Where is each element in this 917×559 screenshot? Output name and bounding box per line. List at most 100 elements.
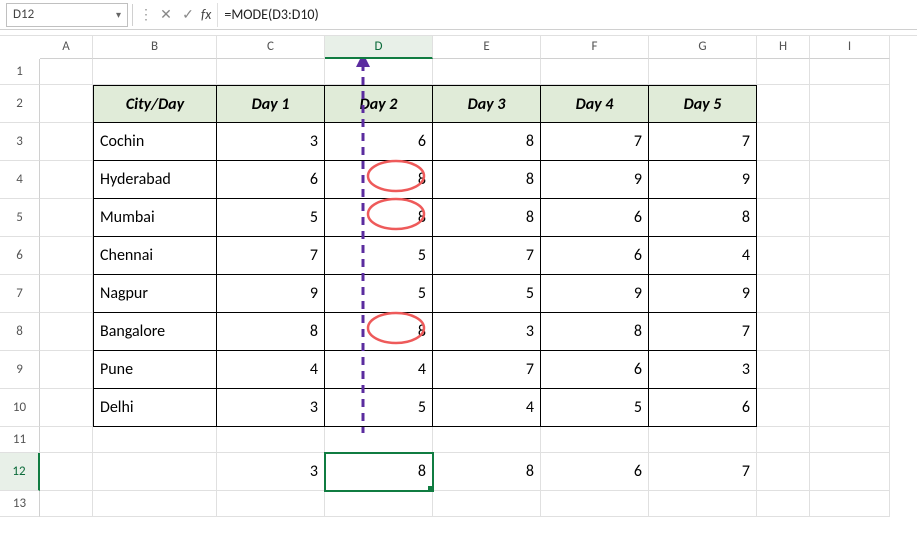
- row-header[interactable]: 1: [0, 59, 40, 85]
- cell[interactable]: 9: [541, 275, 649, 313]
- cell[interactable]: [541, 59, 649, 85]
- cell[interactable]: 3: [433, 313, 541, 351]
- row-header[interactable]: 8: [0, 313, 40, 351]
- cell[interactable]: 3: [217, 453, 325, 491]
- cell[interactable]: Bangalore: [93, 313, 217, 351]
- cell[interactable]: [757, 491, 810, 517]
- cell[interactable]: [40, 389, 93, 427]
- fx-label[interactable]: fx: [199, 6, 217, 23]
- cell[interactable]: [757, 123, 810, 161]
- column-header[interactable]: B: [93, 36, 217, 59]
- cell[interactable]: [40, 427, 93, 453]
- cell[interactable]: [325, 59, 433, 85]
- row-header[interactable]: 4: [0, 161, 40, 199]
- cell[interactable]: 6: [217, 161, 325, 199]
- cell[interactable]: [757, 59, 810, 85]
- cell[interactable]: 3: [217, 389, 325, 427]
- cancel-icon[interactable]: ✕: [155, 4, 177, 26]
- cells-area[interactable]: City/DayDay 1Day 2Day 3Day 4Day 5Cochin3…: [40, 59, 917, 517]
- cell[interactable]: [433, 427, 541, 453]
- cell[interactable]: [40, 85, 93, 123]
- cell[interactable]: 8: [433, 199, 541, 237]
- cell[interactable]: 7: [541, 123, 649, 161]
- cell[interactable]: Delhi: [93, 389, 217, 427]
- row-header[interactable]: 11: [0, 427, 40, 453]
- cell[interactable]: [325, 427, 433, 453]
- cell[interactable]: [93, 427, 217, 453]
- row-header[interactable]: 5: [0, 199, 40, 237]
- cell[interactable]: [40, 59, 93, 85]
- cell[interactable]: [810, 389, 890, 427]
- cell[interactable]: [40, 351, 93, 389]
- cell[interactable]: [649, 491, 757, 517]
- cell[interactable]: [325, 491, 433, 517]
- cell[interactable]: [757, 427, 810, 453]
- cell[interactable]: [810, 453, 890, 491]
- cell[interactable]: [649, 427, 757, 453]
- cell[interactable]: [433, 59, 541, 85]
- cell[interactable]: [541, 491, 649, 517]
- column-header[interactable]: A: [40, 36, 93, 59]
- cell[interactable]: [40, 275, 93, 313]
- column-header[interactable]: C: [217, 36, 325, 59]
- cell[interactable]: [433, 491, 541, 517]
- cell[interactable]: City/Day: [93, 85, 217, 123]
- column-header[interactable]: I: [810, 36, 890, 59]
- cell[interactable]: 6: [541, 453, 649, 491]
- cell[interactable]: Cochin: [93, 123, 217, 161]
- cell[interactable]: [217, 427, 325, 453]
- column-header[interactable]: H: [757, 36, 810, 59]
- cell[interactable]: Day 2: [325, 85, 433, 123]
- name-box[interactable]: D12 ▾: [6, 3, 128, 27]
- cell[interactable]: [40, 199, 93, 237]
- cell[interactable]: [757, 389, 810, 427]
- cell[interactable]: 7: [649, 313, 757, 351]
- cell[interactable]: 6: [649, 389, 757, 427]
- cell[interactable]: Day 3: [433, 85, 541, 123]
- cell[interactable]: [93, 453, 217, 491]
- row-header[interactable]: 12: [0, 453, 40, 491]
- cell[interactable]: [40, 313, 93, 351]
- cell[interactable]: 5: [433, 275, 541, 313]
- cell[interactable]: 8: [541, 313, 649, 351]
- cell[interactable]: [40, 161, 93, 199]
- cell[interactable]: 7: [433, 237, 541, 275]
- cell[interactable]: [757, 161, 810, 199]
- cell[interactable]: 4: [433, 389, 541, 427]
- cell[interactable]: [217, 491, 325, 517]
- cell[interactable]: 9: [217, 275, 325, 313]
- cell[interactable]: [810, 351, 890, 389]
- cell[interactable]: [757, 275, 810, 313]
- cell[interactable]: [810, 123, 890, 161]
- column-header[interactable]: D: [325, 36, 433, 59]
- cell[interactable]: [93, 491, 217, 517]
- cell[interactable]: 4: [325, 351, 433, 389]
- cell[interactable]: [93, 59, 217, 85]
- cell[interactable]: [757, 199, 810, 237]
- formula-input[interactable]: =MODE(D3:D10): [217, 3, 911, 27]
- cell[interactable]: [40, 237, 93, 275]
- column-header[interactable]: F: [541, 36, 649, 59]
- cell[interactable]: [40, 123, 93, 161]
- cell[interactable]: Day 1: [217, 85, 325, 123]
- cell[interactable]: [217, 59, 325, 85]
- row-header[interactable]: 3: [0, 123, 40, 161]
- cell[interactable]: [810, 275, 890, 313]
- cell[interactable]: 3: [649, 351, 757, 389]
- cell[interactable]: 7: [649, 453, 757, 491]
- cell[interactable]: 4: [649, 237, 757, 275]
- cell[interactable]: 7: [217, 237, 325, 275]
- row-header[interactable]: 7: [0, 275, 40, 313]
- cell[interactable]: 6: [541, 199, 649, 237]
- cell[interactable]: [810, 199, 890, 237]
- cell[interactable]: [757, 313, 810, 351]
- cell[interactable]: 5: [325, 237, 433, 275]
- cell[interactable]: 6: [541, 237, 649, 275]
- row-header[interactable]: 6: [0, 237, 40, 275]
- cell[interactable]: 9: [649, 275, 757, 313]
- cell[interactable]: [40, 453, 93, 491]
- cell[interactable]: [810, 237, 890, 275]
- column-header[interactable]: E: [433, 36, 541, 59]
- cell[interactable]: [810, 427, 890, 453]
- row-header[interactable]: 10: [0, 389, 40, 427]
